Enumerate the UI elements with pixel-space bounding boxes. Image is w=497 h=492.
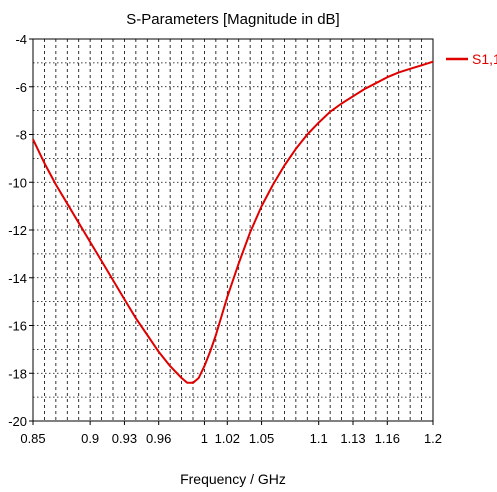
chart-title: S-Parameters [Magnitude in dB] xyxy=(126,11,339,28)
y-tick-label: -8 xyxy=(15,128,27,143)
y-tick-label: -20 xyxy=(8,414,27,429)
grid xyxy=(33,39,433,421)
y-tick-label: -18 xyxy=(8,366,27,381)
x-tick-label: 0.9 xyxy=(81,431,99,446)
x-tick-label: 0.85 xyxy=(20,431,45,446)
x-tick-label: 1.05 xyxy=(249,431,274,446)
x-tick-label: 1.02 xyxy=(215,431,240,446)
y-tick-label: -10 xyxy=(8,175,27,190)
y-tick-label: -6 xyxy=(15,80,27,95)
x-tick-label: 0.96 xyxy=(146,431,171,446)
y-tick-label: -4 xyxy=(15,32,27,47)
x-tick-label: 1.13 xyxy=(340,431,365,446)
x-tick-label: 1 xyxy=(201,431,208,446)
y-tick-label: -14 xyxy=(8,271,27,286)
x-axis-ticks: 0.85 0.9 0.93 0.96 1 1.02 1.05 1.1 1.13 1.16 1.2 xyxy=(20,421,442,446)
x-tick-label: 1.2 xyxy=(424,431,442,446)
x-tick-label: 1.16 xyxy=(375,431,400,446)
y-axis-ticks: -4 -6 -8 -10 -12 -14 -16 -18 -20 xyxy=(8,32,33,429)
y-tick-label: -16 xyxy=(8,319,27,334)
legend-label-s11: S1,1 xyxy=(472,51,497,67)
legend[interactable]: S1,1 xyxy=(446,51,497,67)
x-tick-label: 0.93 xyxy=(112,431,137,446)
series-line-s11 xyxy=(32,60,434,384)
x-tick-label: 1.1 xyxy=(310,431,328,446)
series-layer xyxy=(32,60,434,384)
y-tick-label: -12 xyxy=(8,223,27,238)
x-axis-label: Frequency / GHz xyxy=(180,471,286,487)
